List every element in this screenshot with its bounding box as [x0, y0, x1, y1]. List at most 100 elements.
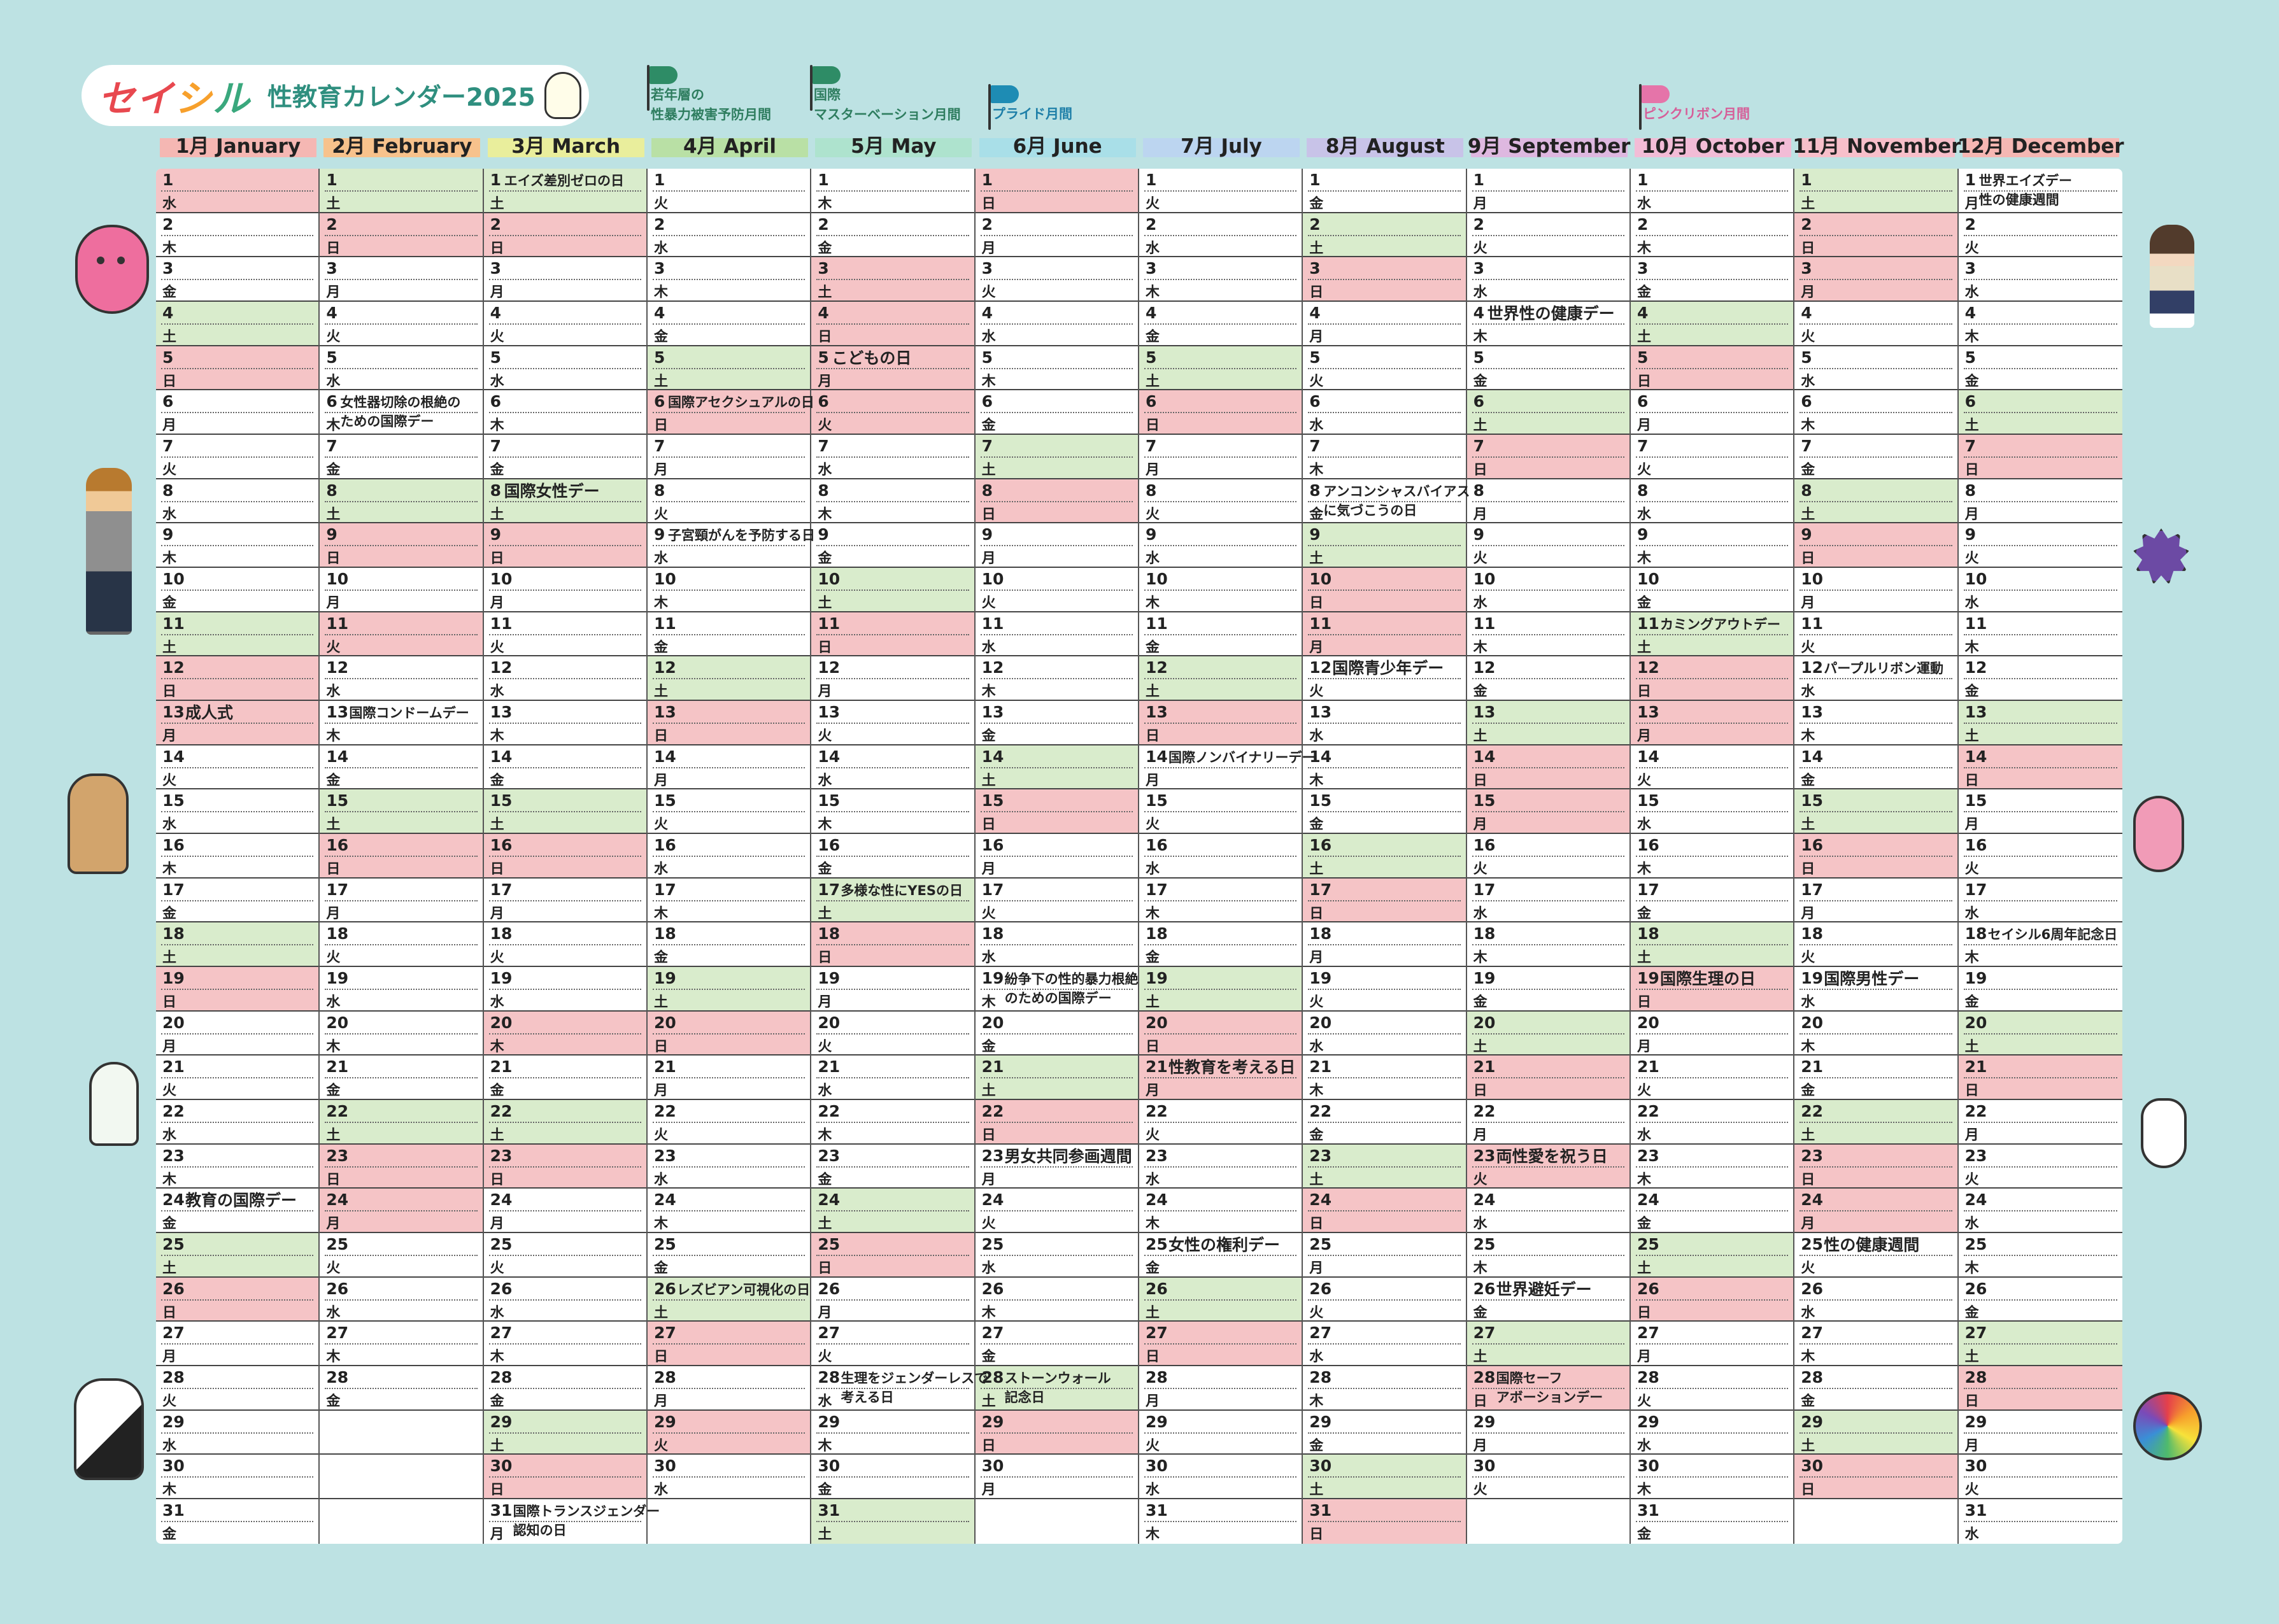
- day-cell[interactable]: 15 土: [320, 789, 483, 835]
- day-cell[interactable]: 28 月: [1139, 1366, 1302, 1411]
- day-cell[interactable]: 23 日: [1794, 1144, 1957, 1189]
- day-cell[interactable]: 20 土: [1958, 1011, 2122, 1056]
- day-cell[interactable]: 20 水: [1303, 1012, 1466, 1056]
- day-cell[interactable]: 8 土国際女性デー: [483, 479, 646, 524]
- day-cell[interactable]: 30 水: [1139, 1455, 1302, 1500]
- day-cell[interactable]: 13 金: [975, 701, 1138, 745]
- day-cell[interactable]: 26 火: [1303, 1278, 1466, 1322]
- day-cell[interactable]: [320, 1455, 483, 1500]
- day-cell[interactable]: 15 月: [1958, 789, 2122, 835]
- day-cell[interactable]: 22 火: [647, 1100, 811, 1145]
- day-cell[interactable]: 23 木: [1630, 1145, 1794, 1189]
- day-cell[interactable]: 19 木紛争下の性的暴力根絶 のための国際デー: [975, 967, 1139, 1012]
- day-cell[interactable]: 22 土: [483, 1100, 646, 1145]
- day-cell[interactable]: 6 木女性器切除の根絶の ための国際デー: [320, 390, 483, 435]
- day-cell[interactable]: 31 月国際トランスジェンダー 認知の日: [484, 1499, 660, 1544]
- day-cell[interactable]: 10 月: [320, 568, 483, 612]
- day-cell[interactable]: 30 月: [975, 1455, 1138, 1500]
- day-cell[interactable]: [320, 1411, 483, 1455]
- day-cell[interactable]: 12 火国際青少年デー: [1303, 656, 1466, 702]
- day-cell[interactable]: 14 木: [1303, 745, 1466, 790]
- day-cell[interactable]: 15 火: [647, 789, 811, 835]
- day-cell[interactable]: 8 金アンコンシャスバイアス に気づこうの日: [1303, 479, 1470, 524]
- day-cell[interactable]: 18 火: [1794, 922, 1957, 968]
- day-cell[interactable]: 16 金: [811, 834, 974, 879]
- day-cell[interactable]: 20 木: [1794, 1012, 1957, 1056]
- day-cell[interactable]: 29 金: [1303, 1411, 1466, 1455]
- day-cell[interactable]: 23 水: [647, 1145, 811, 1189]
- day-cell[interactable]: 30 火: [1958, 1455, 2122, 1500]
- day-cell[interactable]: 18 火: [483, 922, 646, 968]
- day-cell[interactable]: 24 木: [647, 1189, 811, 1234]
- day-cell[interactable]: 21 火: [156, 1056, 319, 1101]
- day-cell[interactable]: 23 火: [1958, 1145, 2122, 1189]
- day-cell[interactable]: 26 土レズビアン可視化の日: [647, 1277, 811, 1322]
- day-cell[interactable]: 14 月: [647, 745, 811, 790]
- day-cell[interactable]: 18 木: [1466, 922, 1629, 968]
- day-cell[interactable]: 12 木: [975, 656, 1138, 702]
- day-cell[interactable]: 18 土: [1630, 922, 1794, 968]
- day-cell[interactable]: 15 日: [975, 789, 1138, 835]
- day-cell[interactable]: 19 土: [647, 967, 811, 1012]
- day-cell[interactable]: 22 金: [1303, 1100, 1466, 1145]
- day-cell[interactable]: 14 水: [811, 745, 974, 790]
- day-cell[interactable]: 26 土: [1139, 1277, 1302, 1322]
- day-cell[interactable]: 26 水: [1794, 1278, 1957, 1322]
- day-cell[interactable]: 31 日: [1303, 1499, 1466, 1544]
- day-cell[interactable]: 27 水: [1303, 1322, 1466, 1367]
- day-cell[interactable]: [976, 1499, 1138, 1544]
- day-cell[interactable]: 14 土: [975, 745, 1138, 790]
- day-cell[interactable]: 19 金: [1466, 967, 1629, 1012]
- day-cell[interactable]: 18 月: [1303, 922, 1466, 968]
- day-cell[interactable]: 24 月: [1794, 1189, 1957, 1234]
- day-cell[interactable]: 12 月: [811, 656, 974, 702]
- day-cell[interactable]: 30 火: [1466, 1455, 1629, 1500]
- day-cell[interactable]: 29 水: [1630, 1411, 1794, 1455]
- day-cell[interactable]: 16 木: [1630, 834, 1794, 879]
- day-cell[interactable]: 13 月成人式: [156, 701, 319, 745]
- day-cell[interactable]: 11 火: [483, 612, 646, 657]
- day-cell[interactable]: 24 月: [320, 1189, 483, 1234]
- day-cell[interactable]: 5 月こどもの日: [811, 346, 974, 391]
- day-cell[interactable]: 21 日: [1958, 1056, 2122, 1101]
- day-cell[interactable]: 28 金: [320, 1366, 483, 1411]
- day-cell[interactable]: 10 金: [156, 568, 319, 612]
- day-cell[interactable]: 23 木: [156, 1145, 319, 1189]
- day-cell[interactable]: 10 木: [647, 568, 811, 612]
- day-cell[interactable]: 17 月: [320, 879, 483, 923]
- day-cell[interactable]: 25 土: [156, 1233, 319, 1278]
- day-cell[interactable]: 12 土: [1139, 656, 1302, 702]
